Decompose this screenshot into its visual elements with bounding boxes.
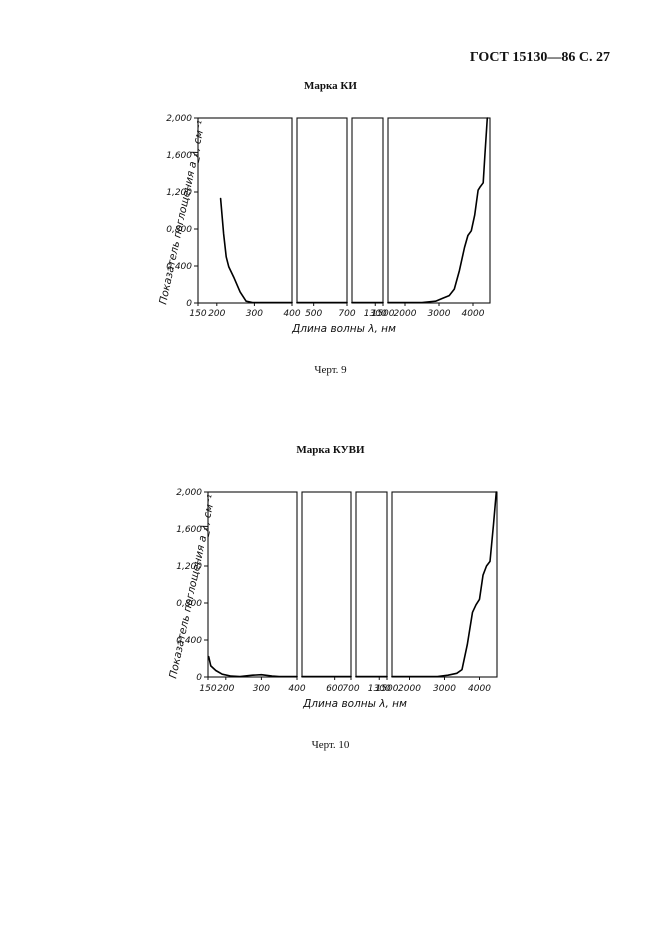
x-tick-label: 400 — [288, 684, 305, 694]
chart1-caption: Черт. 9 — [314, 364, 347, 376]
y-tick-label: 0,800 — [176, 599, 202, 609]
x-tick-label: 150 — [189, 309, 206, 319]
x-tick-label: 600 — [326, 684, 343, 694]
panel-frame — [301, 491, 352, 678]
x-axis-label: Длина волны λ, нм — [302, 698, 407, 710]
absorption-curve — [207, 655, 298, 678]
x-tick-label: 400 — [283, 309, 300, 319]
x-axis-label: Длина волны λ, нм — [291, 323, 396, 335]
y-axis-label: Показатель поглощения a_λ, см⁻¹ — [167, 494, 218, 680]
panel-frame — [351, 117, 384, 304]
y-tick-label: 2,000 — [166, 114, 192, 124]
y-tick-label: 1,600 — [166, 151, 192, 161]
chart2-title: Марка КУВИ — [296, 444, 365, 456]
panel-frame — [207, 491, 298, 678]
chart1-title: Марка КИ — [304, 80, 357, 92]
x-tick-label: 200 — [208, 309, 225, 319]
x-tick-label: 300 — [253, 684, 270, 694]
x-tick-label: 4000 — [462, 309, 485, 319]
y-tick-label: 2,000 — [176, 488, 202, 498]
panel-frame — [197, 117, 293, 304]
panel-frame — [296, 117, 348, 304]
y-tick-label: 1,200 — [166, 188, 192, 198]
y-tick-label: 0,400 — [176, 636, 202, 646]
x-tick-label: 200 — [217, 684, 234, 694]
x-tick-label: 1300 — [364, 309, 387, 319]
y-axis-label: Показатель поглощения a_λ, см⁻¹ — [157, 120, 208, 306]
y-tick-label: 1,600 — [176, 525, 202, 535]
x-tick-label: 700 — [338, 309, 355, 319]
y-tick-label: 0 — [186, 299, 192, 309]
x-tick-label: 2000 — [398, 684, 421, 694]
x-tick-label: 150 — [199, 684, 216, 694]
x-tick-label: 3000 — [428, 309, 451, 319]
y-tick-label: 0,800 — [166, 225, 192, 235]
chart2-caption: Черт. 10 — [311, 739, 350, 751]
x-tick-label: 1500 — [376, 684, 399, 694]
absorption-curve — [219, 197, 293, 304]
page-header: ГОСТ 15130—86 С. 27 — [469, 50, 610, 65]
y-tick-label: 0 — [196, 673, 202, 683]
x-tick-label: 700 — [342, 684, 359, 694]
panel-frame — [355, 491, 388, 678]
y-tick-label: 1,200 — [176, 562, 202, 572]
x-tick-label: 300 — [246, 309, 263, 319]
y-tick-label: 0,400 — [166, 262, 192, 272]
x-tick-label: 1500 — [372, 309, 395, 319]
x-tick-label: 4000 — [468, 684, 491, 694]
x-tick-label: 2000 — [394, 309, 417, 319]
absorption-curve — [387, 117, 489, 304]
x-tick-label: 1300 — [368, 684, 391, 694]
absorption-curve — [391, 491, 498, 678]
x-tick-label: 3000 — [433, 684, 456, 694]
x-tick-label: 500 — [305, 309, 322, 319]
